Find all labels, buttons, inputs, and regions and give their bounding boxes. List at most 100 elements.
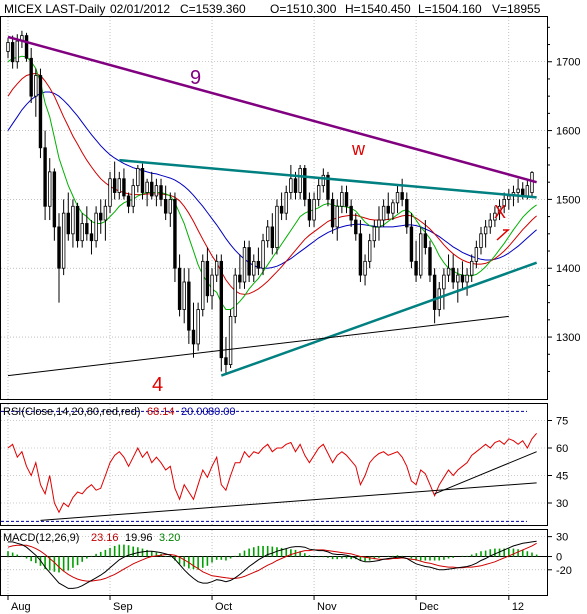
candle — [6, 37, 10, 59]
candle-body — [474, 247, 479, 262]
candle-body — [66, 212, 70, 235]
candle — [381, 199, 386, 227]
candle-body — [38, 75, 43, 149]
candle — [423, 220, 428, 255]
macd-histogram — [7, 544, 538, 573]
candle-body — [29, 57, 33, 97]
candle — [103, 199, 108, 241]
candle — [159, 178, 163, 207]
macd-tick-label: 0 — [556, 552, 562, 564]
header-open: O=1510.300 — [270, 2, 337, 16]
candle — [242, 240, 247, 289]
candle-body — [228, 316, 233, 365]
candle-body — [354, 219, 358, 235]
candle — [451, 254, 455, 289]
candle — [187, 268, 191, 344]
candle — [191, 302, 196, 358]
price-tick-label: 1300 — [556, 332, 580, 344]
price-panel-frame — [0, 16, 548, 400]
x-tick-label: Nov — [317, 601, 337, 613]
candle — [460, 261, 465, 289]
rsi-tick-label: 75 — [556, 416, 568, 428]
candle-body — [330, 198, 335, 228]
candle — [409, 213, 414, 269]
candle — [363, 254, 367, 286]
candle-body — [108, 178, 112, 207]
trendline — [119, 158, 537, 199]
candle — [483, 220, 488, 248]
macd-tick-label: 30 — [556, 532, 568, 544]
candle-body — [460, 274, 465, 283]
candle-body — [386, 205, 390, 214]
candle — [154, 178, 159, 207]
candle-body — [479, 233, 483, 248]
candle — [289, 164, 293, 200]
candle-body — [71, 205, 75, 235]
price-tick-label: 1400 — [556, 263, 580, 275]
candle-body — [372, 226, 377, 242]
header-close: C=1539.360 — [180, 2, 246, 16]
candle-body — [303, 168, 307, 200]
header-high: H=1540.450 — [345, 2, 411, 16]
candle — [530, 171, 534, 197]
header-low: L=1504.160 — [418, 2, 482, 16]
candle — [52, 168, 57, 241]
candle-body — [284, 192, 288, 214]
annotations: 9 w 4 X — [152, 67, 510, 396]
rsi-line-group — [7, 432, 537, 514]
candle — [99, 199, 103, 234]
candle-body — [432, 274, 437, 310]
macd-label-group: MACD(12,26,9) 23.16 19.96 3.20 — [3, 532, 180, 544]
candle-body — [154, 185, 159, 197]
candle — [173, 192, 177, 282]
candle — [122, 168, 126, 200]
candle-body — [377, 219, 381, 228]
trendline — [220, 261, 538, 377]
candle — [43, 130, 47, 221]
candle-body — [34, 75, 38, 97]
candle-body — [210, 274, 214, 297]
rsi-trendlines — [40, 451, 537, 521]
candle-body — [507, 195, 511, 200]
candle — [80, 213, 84, 248]
candle-body — [224, 357, 228, 365]
candle-body — [316, 185, 321, 200]
candle — [279, 192, 284, 221]
candle — [131, 178, 135, 214]
candle-body — [140, 168, 145, 193]
candle — [270, 213, 275, 255]
candle-body — [75, 205, 80, 242]
candle — [150, 171, 154, 200]
candle-body — [293, 178, 298, 193]
candle-body — [340, 192, 344, 207]
candle-body — [10, 42, 15, 63]
candle — [71, 199, 75, 248]
candle-body — [61, 212, 66, 269]
candle-body — [456, 274, 460, 283]
rsi-lower-level: 20.00 — [181, 406, 209, 418]
candle-body — [442, 274, 446, 290]
header-title: MICEX LAST-Daily — [4, 2, 105, 16]
candle-body — [525, 185, 530, 197]
candle — [456, 268, 460, 303]
x-tick-label: Sep — [113, 601, 133, 613]
candle-body — [15, 40, 19, 63]
candle-body — [493, 212, 497, 221]
macd-label: MACD(12,26,9) — [3, 532, 79, 544]
candle — [48, 158, 52, 221]
candle — [516, 178, 520, 203]
rsi-panel-frame — [0, 403, 548, 526]
candle — [108, 171, 112, 214]
candle-body — [265, 226, 270, 242]
candle — [479, 226, 483, 255]
candle — [85, 206, 89, 241]
candle-body — [89, 233, 94, 242]
candle — [497, 199, 502, 221]
candle-body — [261, 240, 265, 269]
candle-body — [335, 205, 339, 228]
candle-body — [326, 174, 330, 200]
trendlines — [7, 35, 538, 377]
candle-body — [409, 226, 414, 262]
candle — [377, 206, 381, 241]
candle-body — [247, 247, 251, 276]
